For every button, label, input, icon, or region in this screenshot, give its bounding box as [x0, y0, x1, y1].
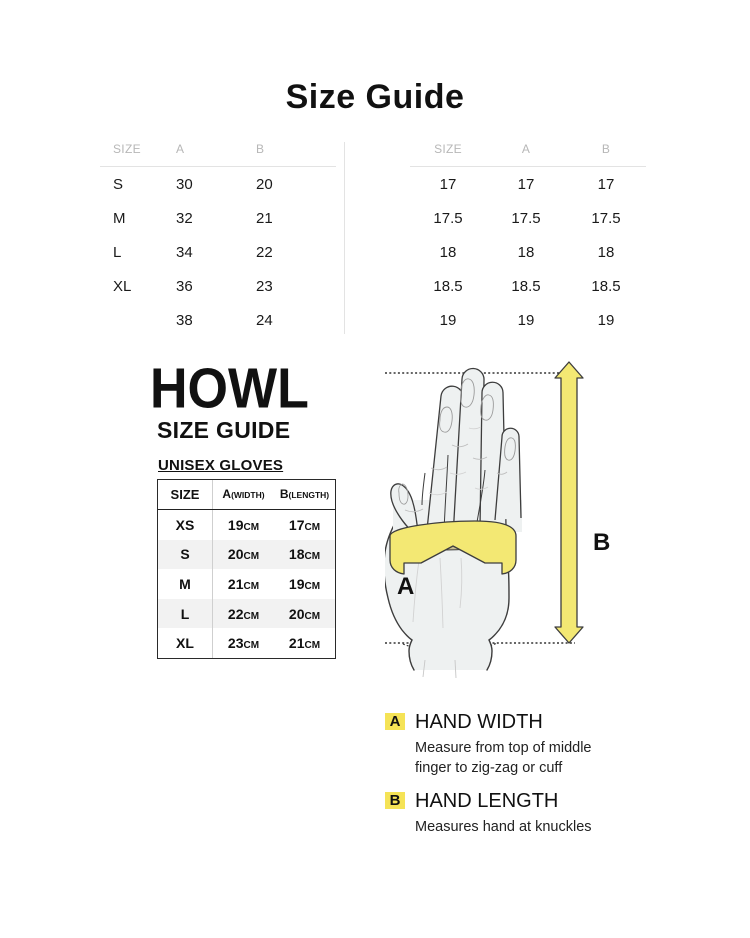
svg-text:A: A [397, 573, 414, 600]
svg-text:B: B [593, 529, 610, 556]
